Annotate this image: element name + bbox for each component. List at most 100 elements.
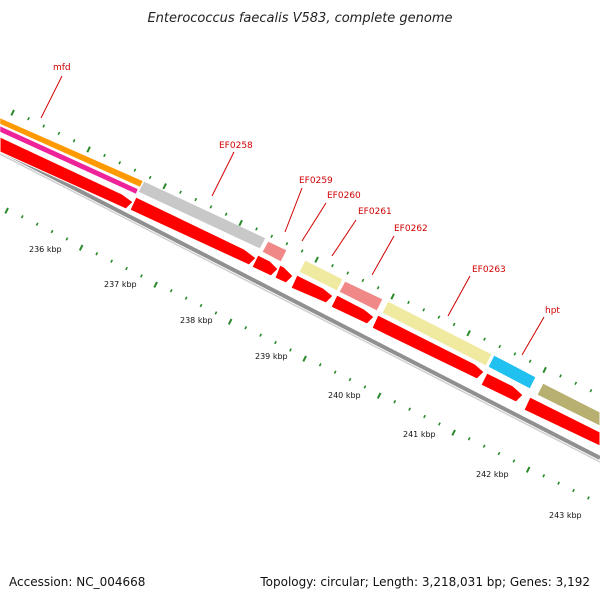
- gene-bar-mfd-orange: [0, 117, 144, 188]
- upper-minor-tick: [574, 381, 578, 386]
- cds-arrow-mfd: [0, 136, 134, 210]
- upper-minor-tick: [300, 249, 304, 253]
- lower-minor-tick: [169, 289, 173, 293]
- lower-minor-tick: [408, 407, 412, 411]
- map-title: Enterococcus faecalis V583, complete gen…: [147, 11, 452, 26]
- scale-label-237: 237 kbp: [104, 280, 137, 289]
- cds-arrow-ef0260: [274, 264, 294, 284]
- lower-minor-tick: [557, 481, 561, 485]
- lower-minor-tick: [274, 340, 277, 345]
- gene-label-leaders: [40, 75, 545, 356]
- lower-minor-tick: [65, 237, 69, 241]
- lower-minor-tick: [20, 215, 24, 219]
- cds-arrow-ef0262: [330, 294, 375, 325]
- lower-minor-tick: [393, 400, 397, 404]
- accession-text: Accession: NC_004668: [9, 575, 145, 589]
- lower-minor-tick: [512, 459, 516, 463]
- cds-arrow-next: [523, 396, 600, 447]
- gene-label-ef0263: EF0263: [472, 265, 506, 275]
- scale-label-238: 238 kbp: [180, 316, 213, 325]
- lower-minor-tick: [125, 266, 128, 271]
- gene-label-mfd: mfd: [53, 63, 71, 73]
- upper-minor-tick: [42, 124, 46, 128]
- upper-minor-tick: [194, 197, 198, 202]
- gene-label-ef0261: EF0261: [358, 207, 392, 217]
- upper-major-tick: [542, 366, 547, 374]
- gene-bar-ef0261: [298, 259, 344, 292]
- upper-minor-tick: [513, 352, 517, 356]
- gene-bar-hpt: [487, 354, 537, 390]
- gene-bar-next: [536, 382, 600, 427]
- upper-minor-tick: [103, 153, 106, 158]
- upper-minor-tick: [361, 278, 365, 283]
- lower-minor-tick: [348, 377, 352, 382]
- upper-major-tick: [390, 293, 395, 300]
- lower-minor-tick: [497, 451, 501, 456]
- upper-minor-tick: [224, 212, 228, 216]
- cds-arrow-hpt: [480, 372, 524, 403]
- upper-major-tick: [10, 109, 15, 116]
- gene-bar-ef0259: [261, 240, 288, 263]
- upper-minor-tick: [498, 344, 502, 349]
- genome-summary-text: Topology: circular; Length: 3,218,031 bp…: [259, 575, 590, 589]
- gene-bar-ef0263: [381, 300, 493, 367]
- lower-minor-tick: [244, 326, 248, 330]
- lower-minor-tick: [140, 274, 143, 278]
- upper-major-tick: [86, 146, 91, 153]
- lower-minor-tick: [423, 414, 426, 419]
- cog-bars: [0, 117, 600, 427]
- upper-minor-tick: [559, 374, 562, 378]
- upper-minor-tick: [179, 190, 182, 194]
- upper-minor-tick: [148, 175, 152, 180]
- lower-minor-tick: [542, 474, 546, 478]
- cds-arrow-ef0261: [290, 274, 334, 304]
- gene-label-ef0259: EF0259: [299, 176, 333, 186]
- lower-minor-tick: [259, 333, 263, 337]
- lower-major-tick: [227, 318, 233, 325]
- scale-label-241: 241 kbp: [403, 430, 436, 439]
- upper-minor-tick: [133, 168, 137, 172]
- upper-minor-tick: [285, 241, 289, 246]
- lower-minor-tick: [199, 303, 203, 308]
- upper-minor-tick: [483, 337, 486, 341]
- upper-minor-tick: [422, 308, 426, 312]
- upper-minor-tick: [589, 388, 593, 393]
- upper-major-tick: [314, 256, 319, 263]
- upper-minor-tick: [72, 139, 76, 143]
- gene-label-hpt: hpt: [545, 306, 560, 316]
- upper-minor-tick: [27, 116, 30, 121]
- upper-minor-tick: [270, 234, 274, 239]
- lower-major-tick: [451, 429, 456, 436]
- upper-minor-tick: [57, 131, 61, 136]
- scale-label-242: 242 kbp: [476, 470, 509, 479]
- upper-minor-tick: [255, 227, 258, 231]
- lower-major-tick: [78, 244, 84, 251]
- lower-major-tick: [525, 466, 531, 473]
- lower-minor-tick: [363, 385, 367, 389]
- upper-minor-tick: [437, 315, 441, 319]
- gene-label-ef0260: EF0260: [327, 191, 361, 201]
- lower-tick-row: [4, 207, 590, 500]
- upper-minor-tick: [376, 286, 380, 290]
- lower-minor-tick: [467, 437, 471, 441]
- lower-minor-tick: [572, 488, 575, 493]
- lower-minor-tick: [318, 363, 322, 367]
- upper-major-tick: [238, 219, 243, 227]
- lower-minor-tick: [333, 370, 337, 374]
- upper-minor-tick: [209, 205, 213, 209]
- upper-minor-tick: [452, 322, 456, 327]
- lower-major-tick: [153, 281, 158, 288]
- lower-major-tick: [376, 392, 382, 399]
- gene-bar-ef0262: [338, 280, 384, 312]
- gene-bar-ef0258: [137, 180, 267, 250]
- scale-labels: 236 kbp 237 kbp 238 kbp 239 kbp 240 kbp …: [29, 245, 582, 520]
- lower-minor-tick: [184, 296, 188, 300]
- upper-minor-tick: [331, 263, 334, 268]
- lower-minor-tick: [214, 311, 218, 315]
- scale-label-243: 243 kbp: [549, 511, 582, 520]
- lower-minor-tick: [110, 259, 114, 263]
- upper-minor-tick: [407, 300, 410, 305]
- scale-label-240: 240 kbp: [328, 391, 361, 400]
- upper-major-tick: [466, 330, 471, 337]
